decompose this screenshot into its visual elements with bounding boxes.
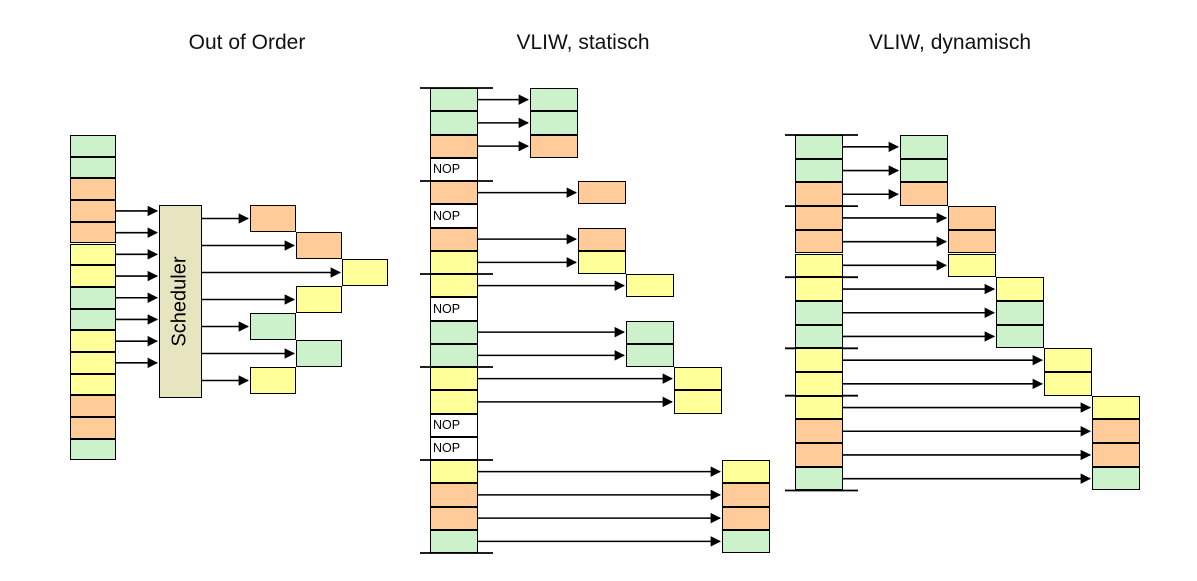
scheduled-box-orange: [296, 232, 342, 259]
scheduled-box-orange: [250, 205, 296, 232]
instruction-box-yellow: [70, 243, 116, 266]
scheduler-box: Scheduler: [159, 205, 202, 398]
nop-slot: NOP: [430, 297, 478, 321]
instruction-box-yellow: [430, 250, 478, 274]
instruction-box-orange: [70, 417, 116, 439]
instruction-box-orange: [430, 227, 478, 251]
scheduled-box-yellow: [250, 367, 296, 394]
scheduled-box-orange: [1092, 419, 1140, 444]
instruction-box-yellow: [795, 395, 843, 420]
scheduled-box-yellow: [296, 286, 342, 313]
panel-title-vliw-static: VLIW, statisch: [516, 31, 650, 54]
scheduled-box-green: [996, 300, 1044, 325]
instruction-box-green: [70, 286, 116, 309]
instruction-box-yellow: [795, 372, 843, 396]
instruction-box-yellow: [430, 367, 478, 391]
scheduled-box-green: [722, 529, 770, 553]
instruction-box-orange: [795, 419, 843, 444]
instruction-box-green: [70, 135, 116, 157]
instruction-box-green: [430, 343, 478, 367]
scheduled-box-orange: [900, 182, 948, 207]
scheduled-box-green: [250, 313, 296, 340]
instruction-box-green: [70, 438, 116, 461]
instruction-box-orange: [70, 178, 116, 201]
instruction-box-orange: [795, 206, 843, 230]
scheduled-box-orange: [578, 181, 626, 205]
instruction-box-yellow: [70, 352, 116, 374]
instruction-box-yellow: [430, 460, 478, 484]
scheduled-box-yellow: [342, 259, 388, 286]
instruction-box-orange: [70, 395, 116, 418]
scheduled-box-yellow: [674, 390, 722, 414]
scheduled-box-yellow: [1044, 348, 1092, 372]
scheduled-box-green: [1092, 466, 1140, 491]
scheduled-box-green: [626, 343, 674, 367]
instruction-box-yellow: [795, 253, 843, 278]
instruction-box-orange: [70, 200, 116, 222]
nop-slot: NOP: [430, 413, 478, 437]
scheduled-box-green: [296, 340, 342, 367]
instruction-box-orange: [795, 182, 843, 207]
scheduler-label: Scheduler: [169, 256, 191, 347]
scheduled-box-orange: [948, 229, 996, 254]
scheduled-box-yellow: [626, 274, 674, 298]
scheduled-box-orange: [948, 206, 996, 230]
scheduled-box-yellow: [948, 253, 996, 278]
instruction-box-green: [430, 320, 478, 344]
scheduled-box-orange: [722, 506, 770, 530]
scheduled-box-yellow: [722, 460, 770, 484]
instruction-box-green: [70, 308, 116, 331]
instruction-box-green: [430, 88, 478, 112]
scheduled-box-green: [996, 324, 1044, 349]
scheduled-box-yellow: [996, 277, 1044, 301]
instruction-box-green: [430, 529, 478, 553]
scheduled-box-green: [530, 88, 578, 112]
instruction-box-green: [795, 135, 843, 159]
nop-slot: NOP: [430, 436, 478, 460]
instruction-box-yellow: [70, 373, 116, 396]
scheduled-box-yellow: [674, 367, 722, 391]
scheduled-box-yellow: [1092, 395, 1140, 420]
scheduled-box-orange: [1092, 443, 1140, 467]
scheduled-box-green: [530, 111, 578, 135]
panel-title-out-of-order: Out of Order: [188, 31, 306, 54]
instruction-box-green: [795, 158, 843, 183]
scheduled-box-yellow: [1044, 372, 1092, 396]
instruction-box-orange: [795, 443, 843, 467]
scheduled-box-orange: [578, 227, 626, 251]
scheduled-box-green: [626, 320, 674, 344]
instruction-box-yellow: [430, 390, 478, 414]
instruction-box-green: [795, 466, 843, 491]
scheduled-box-orange: [722, 483, 770, 507]
instruction-box-orange: [430, 181, 478, 205]
scheduled-box-yellow: [578, 250, 626, 274]
scheduled-box-green: [900, 158, 948, 183]
nop-slot: NOP: [430, 204, 478, 228]
instruction-box-green: [430, 111, 478, 135]
instruction-box-yellow: [70, 330, 116, 352]
instruction-box-yellow: [430, 274, 478, 298]
instruction-box-orange: [795, 229, 843, 254]
panel-title-vliw-dynamic: VLIW, dynamisch: [868, 31, 1032, 54]
instruction-box-yellow: [70, 265, 116, 287]
nop-slot: NOP: [430, 157, 478, 181]
instruction-box-yellow: [795, 277, 843, 301]
instruction-box-orange: [430, 506, 478, 530]
instruction-box-green: [795, 324, 843, 349]
instruction-box-yellow: [795, 348, 843, 372]
instruction-box-orange: [430, 483, 478, 507]
scheduled-box-green: [900, 135, 948, 159]
scheduled-box-orange: [530, 134, 578, 158]
instruction-box-green: [795, 300, 843, 325]
instruction-box-green: [70, 156, 116, 179]
instruction-box-orange: [70, 221, 116, 244]
instruction-box-orange: [430, 134, 478, 158]
